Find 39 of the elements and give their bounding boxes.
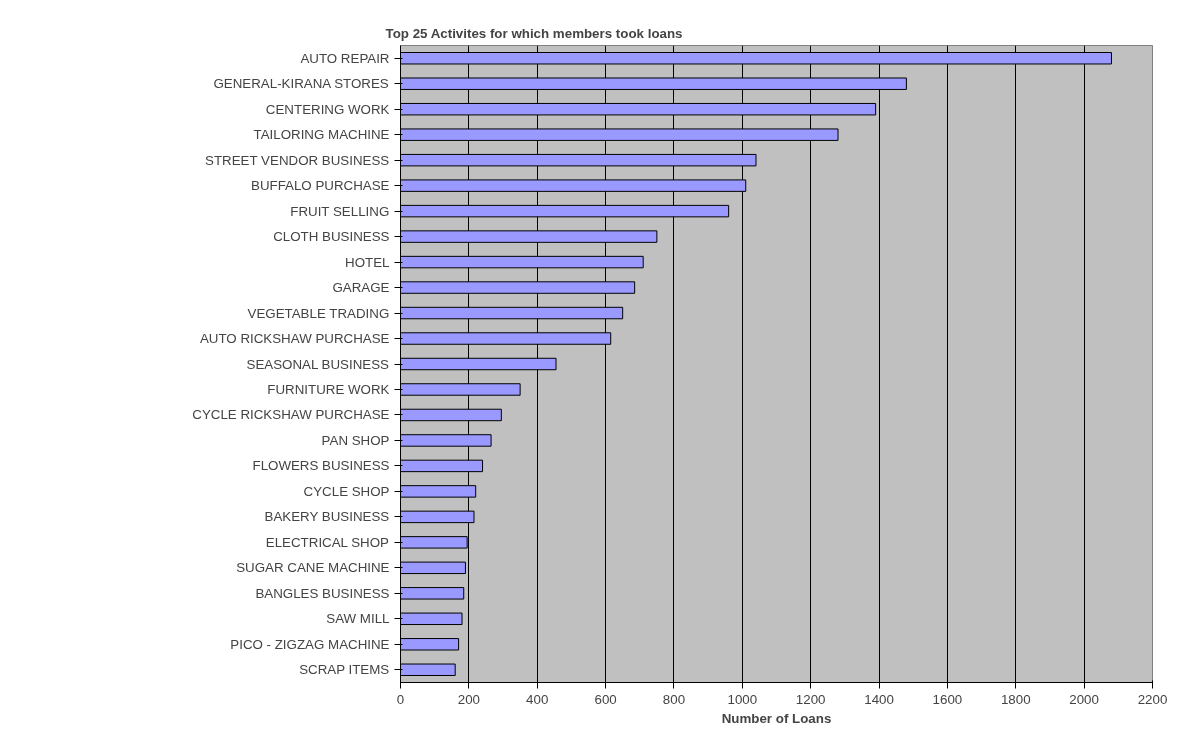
x-tick-label: 200	[457, 691, 480, 707]
y-tick-label: AUTO REPAIR	[300, 50, 390, 66]
y-tick-label: CLOTH BUSINESS	[273, 229, 390, 245]
x-tick-label: 2200	[1137, 691, 1168, 707]
y-tick-label: PAN SHOP	[321, 432, 390, 448]
x-tick-label: 1200	[795, 691, 826, 707]
y-tick-label: SCRAP ITEMS	[299, 662, 390, 678]
y-tick-label: HOTEL	[345, 254, 390, 270]
y-tick-label: FLOWERS BUSINESS	[252, 458, 390, 474]
x-tick-label: 600	[594, 691, 617, 707]
x-tick-label: 1800	[1000, 691, 1031, 707]
x-tick-label: 400	[526, 691, 549, 707]
x-tick-label: 1400	[864, 691, 894, 707]
y-tick-label: GARAGE	[332, 280, 390, 296]
y-tick-label: SAW MILL	[326, 611, 390, 627]
x-tick-label: 0	[396, 691, 405, 707]
x-tick-label: 800	[662, 691, 686, 707]
x-tick-label: 1000	[727, 691, 758, 707]
y-tick-label: BUFFALO PURCHASE	[251, 178, 390, 194]
y-tick-label: TAILORING MACHINE	[253, 127, 390, 143]
y-tick-label: STREET VENDOR BUSINESS	[205, 152, 390, 168]
y-tick-label: SEASONAL BUSINESS	[246, 356, 390, 372]
y-tick-label: ELECTRICAL SHOP	[265, 534, 390, 550]
y-tick-label: BANGLES BUSINESS	[255, 585, 390, 601]
chart-title: Top 25 Activites for which members took loans	[385, 25, 683, 41]
y-tick-label: SUGAR CANE MACHINE	[236, 560, 390, 576]
x-tick-label: 1600	[932, 691, 963, 707]
y-tick-label: FRUIT SELLING	[290, 203, 390, 219]
y-tick-label: PICO - ZIGZAG MACHINE	[230, 636, 390, 652]
y-tick-label: FURNITURE WORK	[267, 381, 390, 397]
y-tick-label: AUTO RICKSHAW PURCHASE	[199, 331, 390, 347]
y-tick-label: VEGETABLE TRADING	[247, 305, 390, 321]
y-tick-label: CYCLE SHOP	[303, 483, 390, 499]
y-tick-label: CYCLE RICKSHAW PURCHASE	[192, 407, 390, 423]
x-tick-label: 2000	[1069, 691, 1099, 707]
y-tick-label: GENERAL-KIRANA STORES	[213, 76, 389, 92]
y-tick-label: CENTERING WORK	[265, 101, 390, 117]
y-tick-label: BAKERY BUSINESS	[264, 509, 390, 525]
x-axis-title: Number of Loans	[721, 710, 832, 726]
